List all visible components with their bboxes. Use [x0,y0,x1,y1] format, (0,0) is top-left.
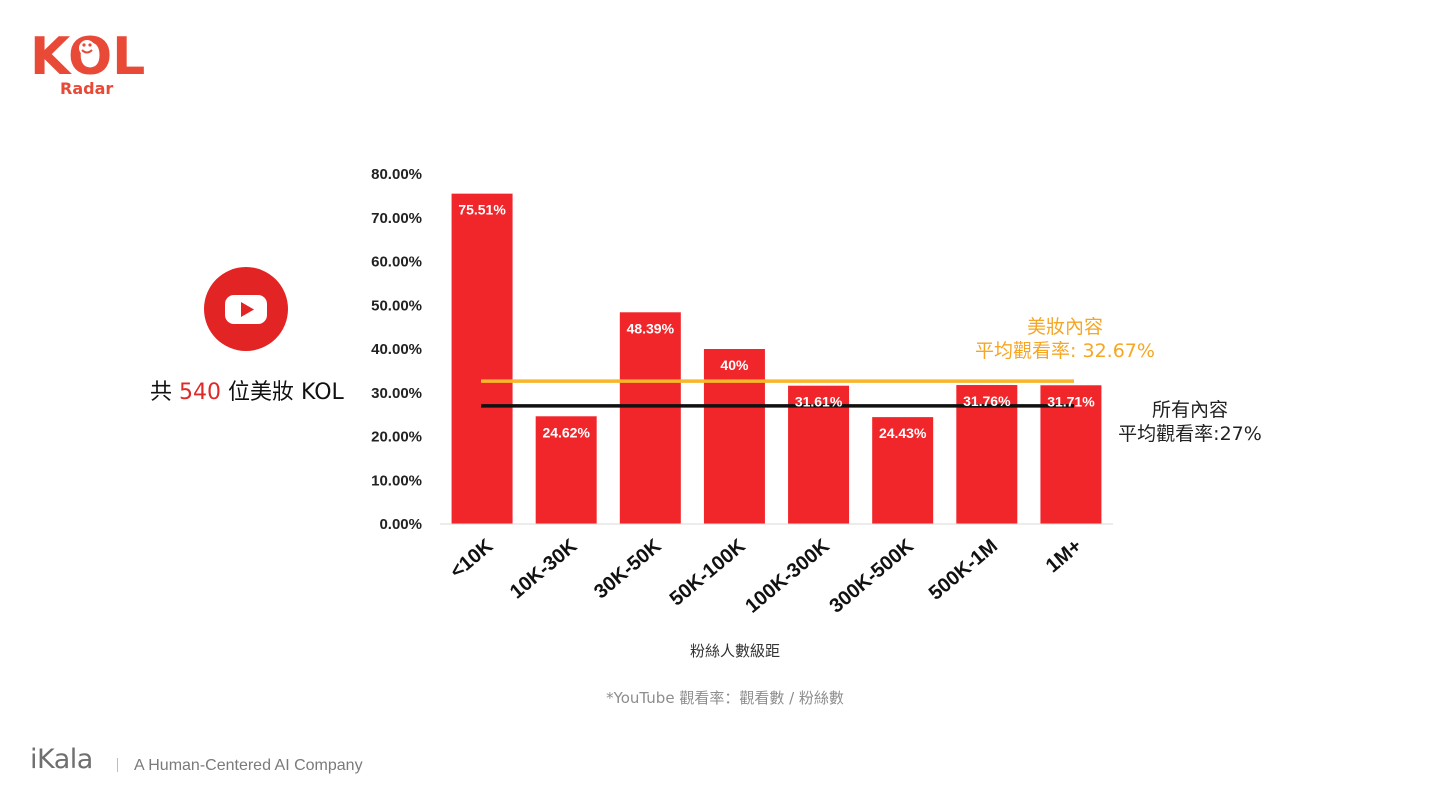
x-tick-label: 10K-30K [506,535,582,604]
kol-radar-logo: KOL Radar [30,22,145,98]
y-tick-label: 50.00% [371,297,422,314]
bar-5 [872,417,934,524]
y-tick-label: 10.00% [371,472,422,489]
data-label: 40% [720,357,749,373]
all-annotation-title: 所有內容 [1151,399,1228,421]
beauty-annotation-title: 美妝內容 [1026,316,1103,338]
x-tick-label: 50K-100K [666,535,750,611]
x-tick-label: 30K-50K [590,535,666,604]
y-tick-label: 30.00% [371,385,422,402]
y-tick-label: 60.00% [371,254,422,271]
bar-2 [619,312,681,524]
bar-1 [535,416,597,524]
kol-count-prefix: 共 [150,380,179,405]
footnote: *YouTube 觀看率：觀看數 / 粉絲數 [606,689,844,707]
y-tick-label: 40.00% [371,341,422,358]
x-tick-label: 300K-500K [825,535,918,618]
bar-0 [451,193,513,525]
bar-3 [703,349,765,524]
x-tick-label: <10K [446,535,498,583]
data-label: 31.61% [795,394,843,410]
data-label: 24.43% [879,425,927,441]
y-tick-label: 80.00% [371,166,422,183]
beauty-average-annotation: 美妝內容 平均觀看率: 32.67% [955,315,1175,363]
logo-text: KOL [30,27,145,87]
x-tick-label: 100K-300K [741,535,834,618]
x-tick-label: 1M+ [1042,535,1086,577]
youtube-icon [204,267,288,351]
beauty-annotation-value: 平均觀看率: 32.67% [975,340,1155,362]
data-label: 24.62% [542,424,590,440]
data-label: 31.71% [1047,393,1095,409]
footer-divider [117,758,118,772]
y-tick-label: 70.00% [371,210,422,227]
logo-subtext: Radar [60,79,113,98]
x-tick-label: 500K-1M [925,535,1002,605]
all-average-annotation: 所有內容 平均觀看率:27% [1100,398,1280,446]
kol-count-number: 540 [179,380,221,405]
footer-tagline: A Human-Centered AI Company [134,757,363,774]
bar-6 [956,385,1018,524]
bar-4 [788,385,850,524]
kol-count: 共 540 位美妝 KOL [150,374,344,406]
ikala-logo: iKala [30,744,93,775]
data-label: 31.76% [963,393,1011,409]
all-annotation-value: 平均觀看率:27% [1118,423,1262,445]
y-tick-label: 0.00% [379,516,422,533]
data-label: 48.39% [627,320,675,336]
y-tick-label: 20.00% [371,429,422,446]
data-label: 75.51% [458,202,506,218]
bar-7 [1040,385,1102,524]
kol-count-suffix: 位美妝 KOL [221,380,344,405]
x-axis-title: 粉絲人數級距 [689,642,780,660]
